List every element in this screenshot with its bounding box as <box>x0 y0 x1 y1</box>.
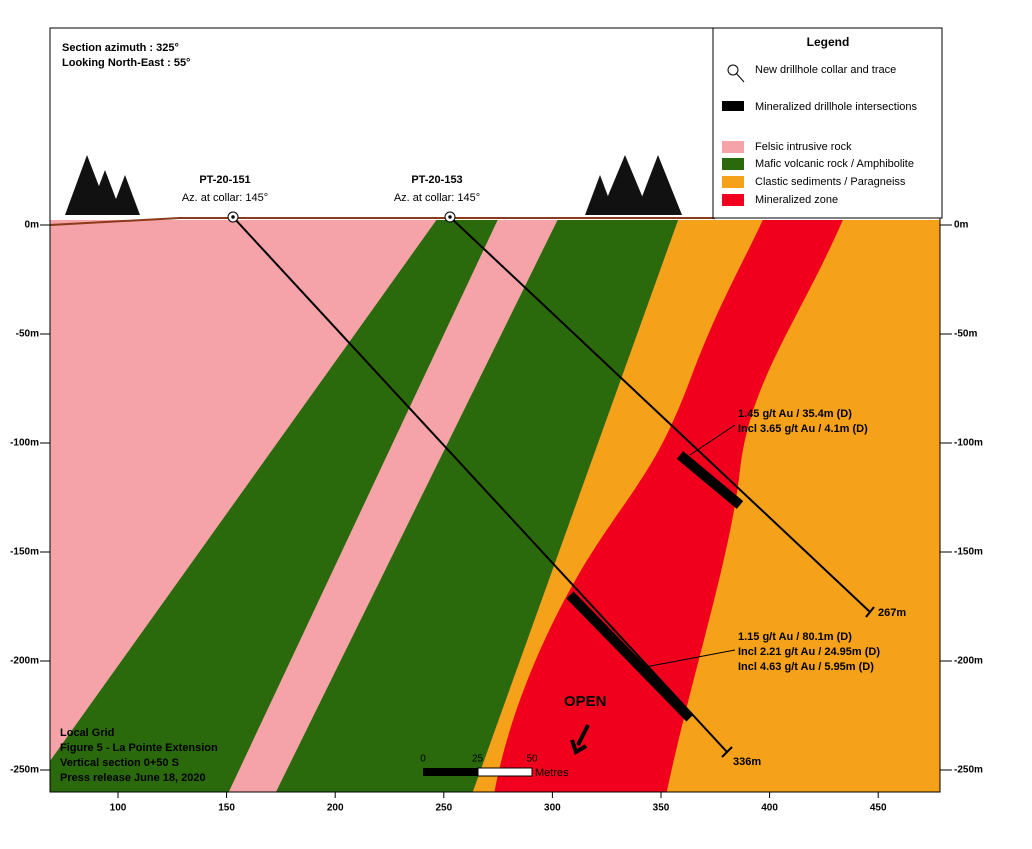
y-tick-label: -50m <box>954 329 977 340</box>
legend-label: Mineralized zone <box>755 194 838 206</box>
legend-label: Mineralized drillhole intersections <box>755 101 918 113</box>
legend-swatch <box>722 194 744 206</box>
hole-azimuth: Az. at collar: 145° <box>182 192 268 204</box>
x-tick-label: 400 <box>761 803 778 814</box>
hole-azimuth: Az. at collar: 145° <box>394 192 480 204</box>
legend-trace <box>735 72 745 83</box>
x-tick-label: 100 <box>110 803 127 814</box>
y-tick-label: -150m <box>954 547 983 558</box>
hole-name: PT-20-153 <box>411 174 462 186</box>
x-tick-label: 250 <box>435 803 452 814</box>
intercept: 1.45 g/t Au / 35.4m (D) <box>738 408 852 420</box>
scale-unit: Metres <box>535 767 569 779</box>
legend-label: Felsic intrusive rock <box>755 141 852 153</box>
legend-label: Mafic volcanic rock / Amphibolite <box>755 158 914 170</box>
legend-label: New drillhole collar and trace <box>755 64 896 76</box>
hole-depth: 267m <box>878 607 906 619</box>
intercept: Incl 3.65 g/t Au / 4.1m (D) <box>738 423 868 435</box>
holes <box>227 211 875 758</box>
legend-swatch <box>722 141 744 153</box>
footer-line: Press release June 18, 2020 <box>60 772 206 784</box>
scale-bar <box>423 768 478 776</box>
y-tick-label: -50m <box>16 329 39 340</box>
x-tick-label: 450 <box>870 803 887 814</box>
y-tick-label: -100m <box>10 438 39 449</box>
legend-title: Legend <box>807 35 850 49</box>
x-tick-label: 200 <box>327 803 344 814</box>
mafic-band <box>50 220 498 792</box>
footer-line: Figure 5 - La Pointe Extension <box>60 742 218 754</box>
y-tick-label: -250m <box>954 765 983 776</box>
open-arrow <box>570 724 590 755</box>
y-tick-label: -200m <box>954 656 983 667</box>
footer-line: Local Grid <box>60 727 114 739</box>
legend-collar <box>727 64 739 76</box>
mafic-band <box>275 220 679 792</box>
header-line: Looking North-East : 55° <box>62 57 190 69</box>
intercept: 1.15 g/t Au / 80.1m (D) <box>738 631 852 643</box>
footer-line: Vertical section 0+50 S <box>60 757 179 769</box>
scale-bar <box>477 767 533 777</box>
y-tick-label: 0m <box>954 220 969 231</box>
y-tick-label: -100m <box>954 438 983 449</box>
legend-swatch <box>722 158 744 170</box>
frame <box>49 27 941 793</box>
intercept: Incl 4.63 g/t Au / 5.95m (D) <box>738 661 874 673</box>
intercept: Incl 2.21 g/t Au / 24.95m (D) <box>738 646 880 658</box>
y-tick-label: -250m <box>10 765 39 776</box>
legend-label: Clastic sediments / Paragneiss <box>755 176 906 188</box>
trees <box>65 155 682 215</box>
header-line: Section azimuth : 325° <box>62 42 179 54</box>
scale-tick-label: 50 <box>526 754 538 765</box>
x-tick-label: 350 <box>653 803 670 814</box>
open-label: OPEN <box>564 693 607 710</box>
hole-depth: 336m <box>733 756 761 768</box>
hole-name: PT-20-151 <box>199 174 250 186</box>
x-tick-label: 150 <box>218 803 235 814</box>
scale-tick-label: 0 <box>420 754 426 765</box>
legend-swatch <box>722 101 744 111</box>
y-tick-label: 0m <box>25 220 40 231</box>
scale-tick-label: 25 <box>472 754 484 765</box>
surface <box>49 217 715 226</box>
legend-box <box>712 27 943 219</box>
geology <box>50 220 940 792</box>
legend-swatch <box>722 176 744 188</box>
x-tick-label: 300 <box>544 803 561 814</box>
mineralized-zone <box>494 220 843 792</box>
y-tick-label: -150m <box>10 547 39 558</box>
y-tick-label: -200m <box>10 656 39 667</box>
